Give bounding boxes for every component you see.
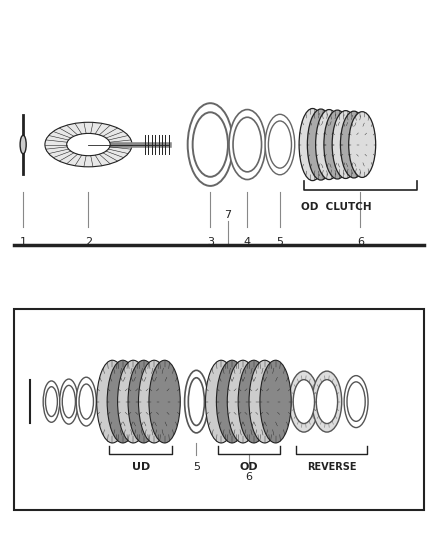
- Ellipse shape: [347, 382, 365, 422]
- Ellipse shape: [60, 379, 78, 424]
- Text: 4: 4: [244, 237, 251, 247]
- Ellipse shape: [79, 384, 93, 419]
- Ellipse shape: [324, 110, 351, 179]
- Ellipse shape: [185, 370, 208, 433]
- Ellipse shape: [62, 385, 75, 418]
- Ellipse shape: [289, 371, 319, 432]
- Ellipse shape: [76, 377, 96, 426]
- Ellipse shape: [265, 114, 295, 175]
- Ellipse shape: [107, 360, 138, 443]
- Ellipse shape: [332, 111, 359, 179]
- Text: OD  CLUTCH: OD CLUTCH: [301, 203, 372, 212]
- Ellipse shape: [233, 117, 261, 172]
- Ellipse shape: [97, 360, 128, 443]
- Ellipse shape: [349, 112, 376, 177]
- Ellipse shape: [344, 376, 368, 427]
- Text: 5: 5: [276, 237, 283, 247]
- Ellipse shape: [20, 135, 26, 154]
- Ellipse shape: [67, 133, 110, 156]
- Ellipse shape: [229, 110, 265, 180]
- Text: OD: OD: [240, 462, 258, 472]
- Text: 7: 7: [224, 210, 231, 220]
- Ellipse shape: [340, 111, 367, 178]
- Text: REVERSE: REVERSE: [307, 462, 357, 472]
- Ellipse shape: [193, 112, 228, 177]
- Ellipse shape: [307, 109, 334, 180]
- Ellipse shape: [316, 110, 343, 180]
- Ellipse shape: [293, 379, 314, 424]
- Ellipse shape: [138, 360, 170, 443]
- Ellipse shape: [43, 381, 60, 422]
- Ellipse shape: [268, 121, 291, 168]
- Ellipse shape: [216, 360, 248, 443]
- Text: 6: 6: [246, 472, 253, 482]
- Ellipse shape: [188, 378, 205, 425]
- Ellipse shape: [117, 360, 149, 443]
- Ellipse shape: [46, 387, 57, 416]
- Ellipse shape: [316, 379, 338, 424]
- Ellipse shape: [238, 360, 269, 443]
- Ellipse shape: [260, 360, 291, 443]
- Text: 2: 2: [85, 237, 92, 247]
- Ellipse shape: [45, 122, 132, 167]
- Ellipse shape: [149, 360, 180, 443]
- Ellipse shape: [299, 109, 326, 181]
- Ellipse shape: [249, 360, 280, 443]
- Text: 5: 5: [193, 462, 200, 472]
- Text: UD: UD: [131, 462, 150, 472]
- Text: 1: 1: [20, 237, 27, 247]
- Ellipse shape: [205, 360, 237, 443]
- Ellipse shape: [227, 360, 258, 443]
- Text: 3: 3: [207, 237, 214, 247]
- Ellipse shape: [187, 103, 233, 186]
- Bar: [14, 309, 424, 511]
- Text: 6: 6: [357, 237, 364, 247]
- Ellipse shape: [312, 371, 342, 432]
- Ellipse shape: [128, 360, 159, 443]
